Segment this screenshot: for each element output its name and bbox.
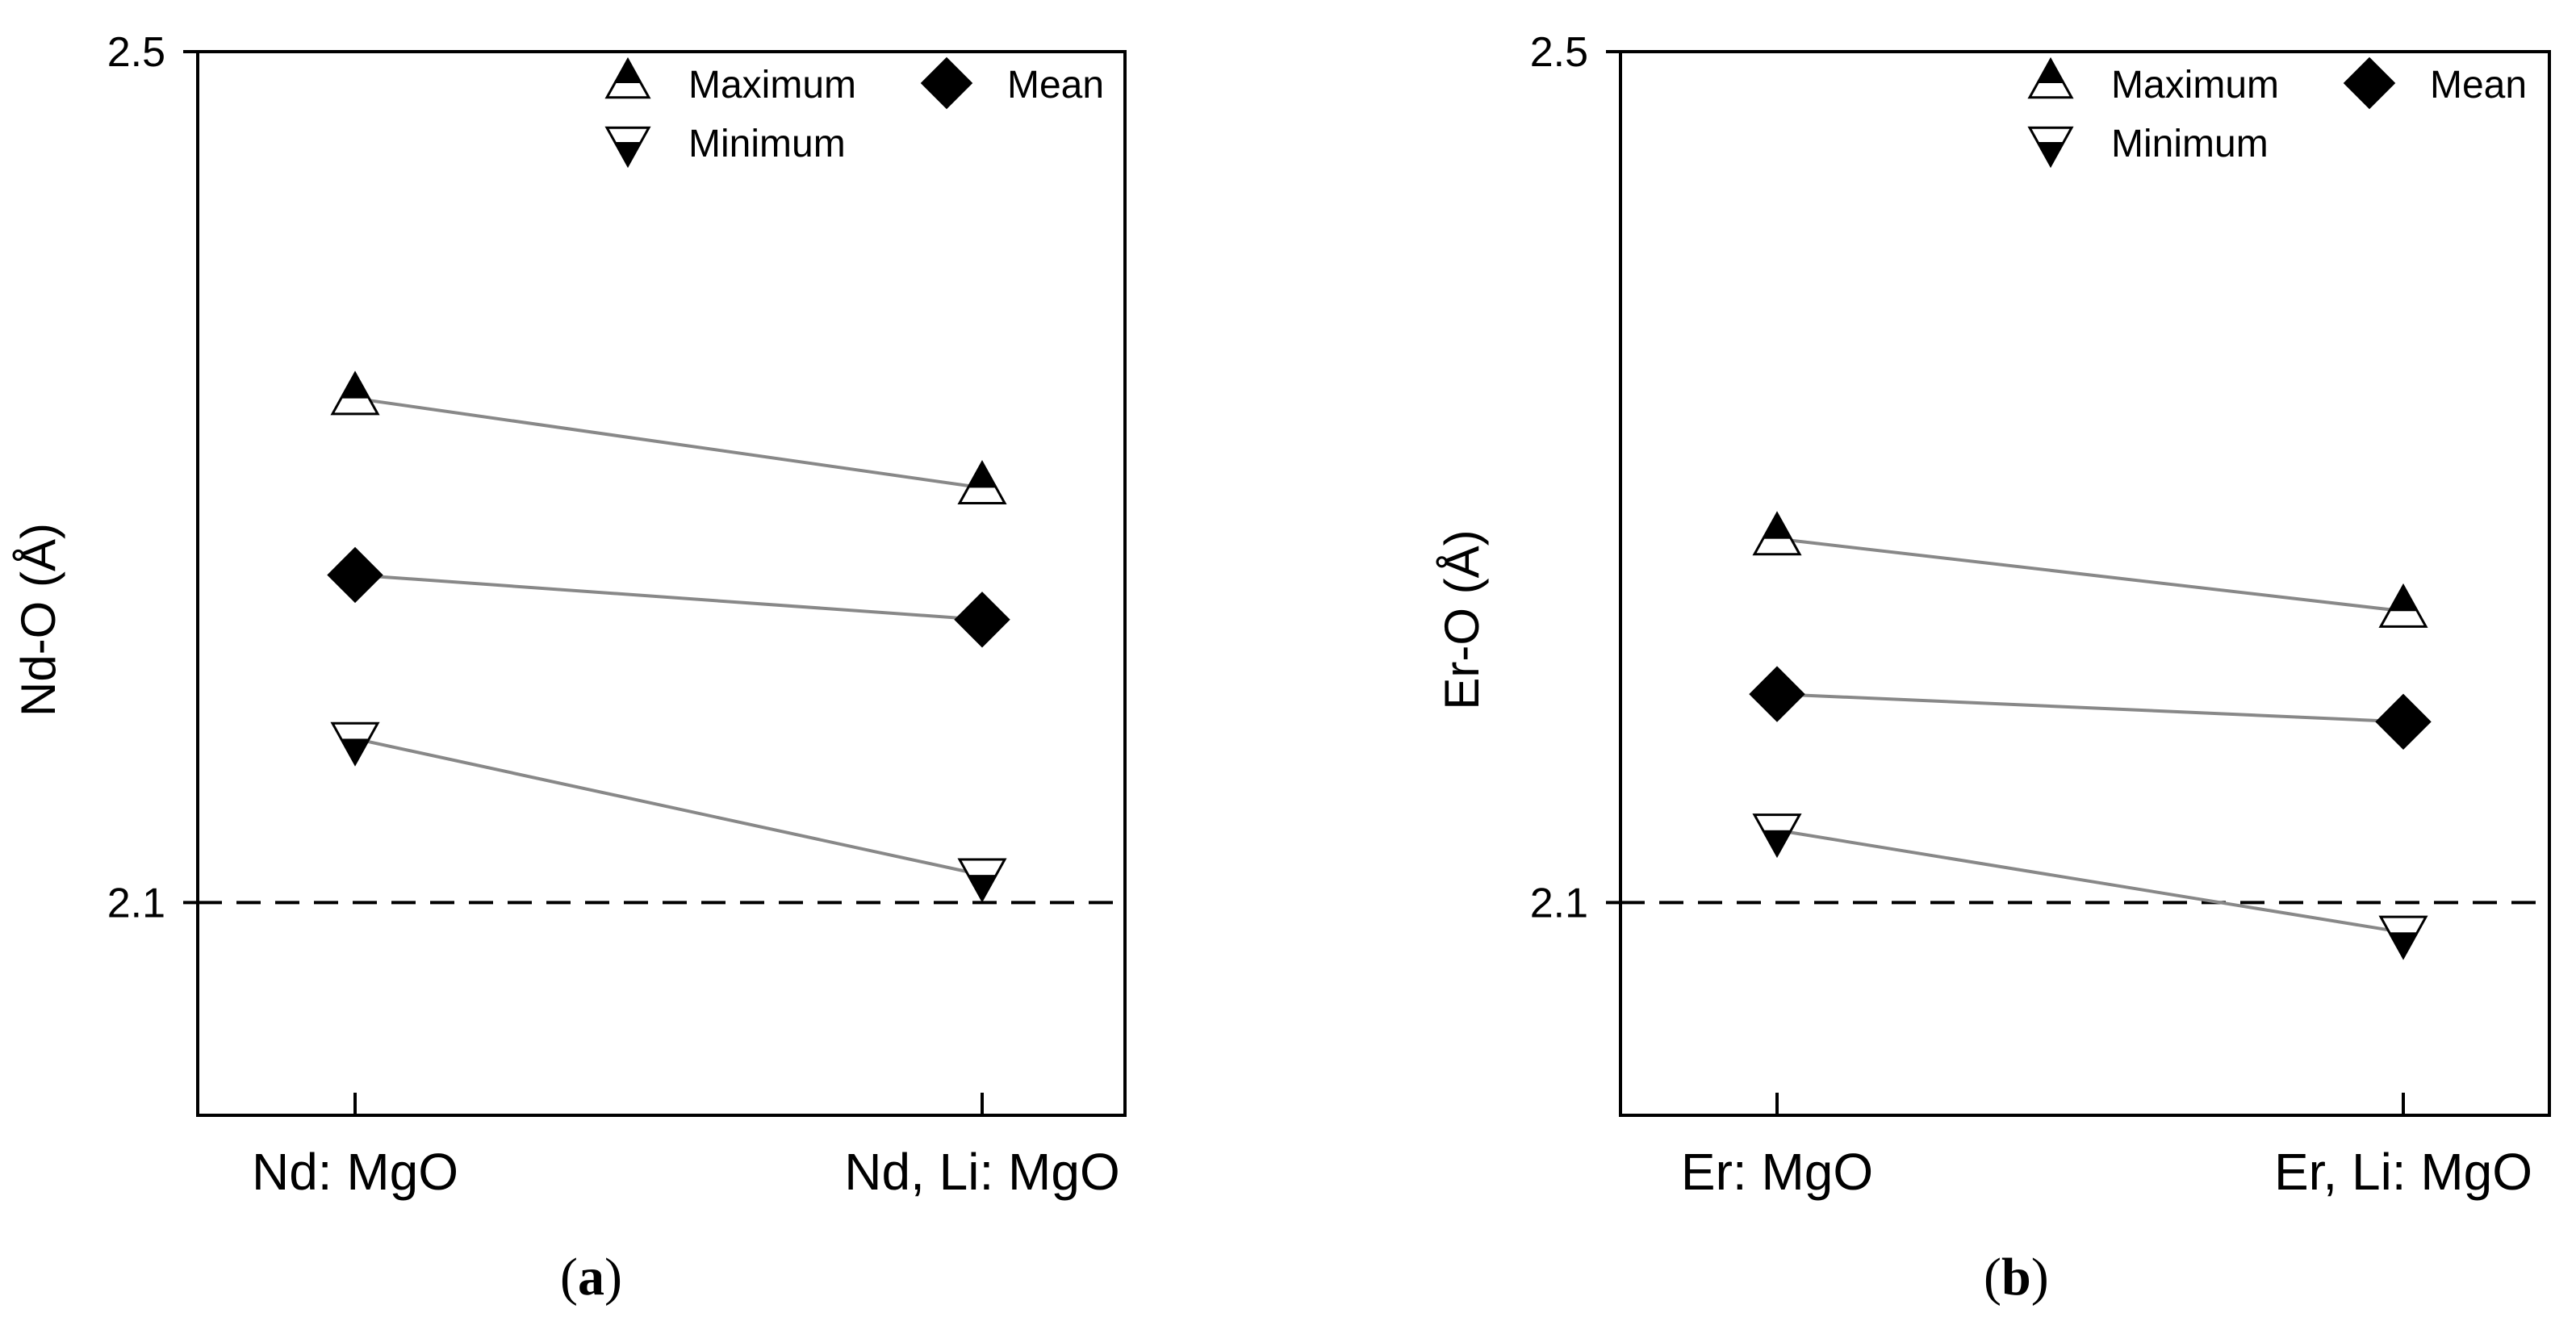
panel-b-minimum-point-0 <box>1752 813 1802 859</box>
panel-b-ytick-label-0: 2.5 <box>1530 29 1588 76</box>
panel-a-mean-point-1-shape <box>954 592 1010 648</box>
panel-b-legend-mean-marker-shape <box>2343 56 2396 110</box>
panel-a-legend-mean-marker <box>920 56 973 110</box>
panel-b-minimum-line <box>1776 828 2404 935</box>
panel-a-maximum-point-0 <box>330 370 380 416</box>
panel-a-panel-letter: a <box>578 1248 604 1307</box>
panel-a-mean-point-1 <box>954 592 1010 648</box>
panel-b-panel-close-paren: ) <box>2031 1248 2049 1307</box>
panel-b-minimum-point-1-half <box>2381 932 2426 958</box>
panel-a-legend-maximum-marker-outline <box>604 56 651 99</box>
panel-b-plot-frame <box>1619 50 2551 1117</box>
panel-b-legend-maximum-marker-outline <box>2027 56 2074 99</box>
panel-b-legend-minimum-marker-half <box>2030 142 2072 166</box>
panel-a-minimum-point-1-outline <box>957 858 1007 903</box>
panel-a-legend: Maximum Mean Minimum <box>604 56 1104 169</box>
panel-b-maximum-line <box>1776 537 2404 613</box>
panel-a-minimum-line <box>354 737 983 877</box>
panel-a-ytick-label-1: 2.1 <box>107 880 165 926</box>
panel-b-legend: Maximum Mean Minimum <box>2027 56 2527 169</box>
panel-a-minimum-point-1-half <box>960 875 1005 901</box>
panel-a-legend-mean-marker-shape <box>920 56 973 110</box>
panel-b-xtick-label-0: Er: MgO <box>1681 1143 1873 1201</box>
panel-b-mean-point-0-shape <box>1749 666 1805 722</box>
panel-a-legend-minimum-marker <box>604 126 651 169</box>
panel-a-legend-mean-label: Mean <box>1007 64 1104 107</box>
panel-a-maximum-point-1-outline <box>957 460 1007 505</box>
panel-a-mean-line <box>354 573 983 621</box>
panel-a-mean-point-0-shape <box>327 546 383 604</box>
panel-a-legend-minimum-label: Minimum <box>688 123 846 165</box>
panel-b-mean-point-0 <box>1749 666 1805 722</box>
panel-b-mean-point-1 <box>2375 693 2432 751</box>
panel-b-legend-mean-label: Mean <box>2430 64 2527 107</box>
panel-a-plot-frame <box>196 50 1127 1117</box>
panel-b-mean-point-1-shape <box>2375 693 2432 751</box>
panel-b-mean-line <box>1776 692 2404 724</box>
panel-b-panel-label: (b) <box>1984 1248 2049 1307</box>
panel-a-panel-open-paren: ( <box>560 1248 578 1307</box>
panel-a-maximum-line <box>354 396 983 490</box>
panel-b-maximum-point-1-half <box>2381 586 2426 612</box>
panel-b-panel-open-paren: ( <box>1984 1248 2001 1307</box>
panel-b-minimum-point-0-outline <box>1752 813 1802 859</box>
panel-a-xtick-label-0: Nd: MgO <box>252 1143 458 1201</box>
panel-a-legend-minimum-marker-half <box>607 142 649 166</box>
panel-b-minimum-point-1 <box>2378 915 2428 960</box>
panel-b-maximum-point-0-outline <box>1752 511 1802 556</box>
panel-b-maximum-point-1-outline <box>2378 583 2428 628</box>
panel-a-ylabel: Nd-O (Å) <box>11 523 65 717</box>
panel-b-legend-maximum-label: Maximum <box>2111 64 2279 107</box>
panel-b-legend-minimum-marker <box>2027 126 2074 169</box>
panel-a-mean-point-0 <box>327 546 383 604</box>
panel-a-minimum-point-0-outline <box>330 721 380 767</box>
panel-b-legend-mean-marker <box>2343 56 2396 110</box>
panel-b-legend-minimum-label: Minimum <box>2111 123 2269 165</box>
panel-b-legend-minimum-marker-outline <box>2027 126 2074 169</box>
panel-a-xtick-label-1: Nd, Li: MgO <box>844 1143 1119 1201</box>
panel-b-xtick-label-1: Er, Li: MgO <box>2274 1143 2532 1201</box>
panel-b-maximum-point-0 <box>1752 511 1802 556</box>
panel-b-minimum-point-1-outline <box>2378 915 2428 960</box>
panel-a-minimum-point-0 <box>330 721 380 767</box>
panel-a-panel-label: (a) <box>560 1248 622 1307</box>
panel-b-panel-letter: b <box>2001 1248 2031 1307</box>
panel-b-ylabel: Er-O (Å) <box>1435 529 1489 709</box>
panel-a-legend-minimum-marker-outline <box>604 126 651 169</box>
panel-b-maximum-point-0-half <box>1754 513 1800 539</box>
panel-a-maximum-point-0-half <box>332 373 378 399</box>
panel-b-ytick-label-1: 2.1 <box>1530 880 1588 926</box>
panel-a-maximum-point-0-outline <box>330 370 380 416</box>
panel-a-maximum-point-1 <box>957 460 1007 505</box>
panel-a-ytick-label-0: 2.5 <box>107 29 165 76</box>
panel-a-panel-close-paren: ) <box>604 1248 622 1307</box>
panel-a-legend-maximum-label: Maximum <box>688 64 856 107</box>
panel-b-maximum-point-1 <box>2378 583 2428 628</box>
